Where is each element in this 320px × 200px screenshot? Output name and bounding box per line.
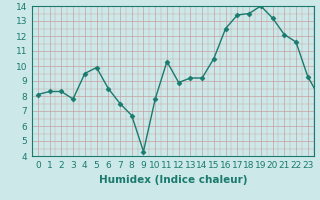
X-axis label: Humidex (Indice chaleur): Humidex (Indice chaleur) xyxy=(99,175,247,185)
